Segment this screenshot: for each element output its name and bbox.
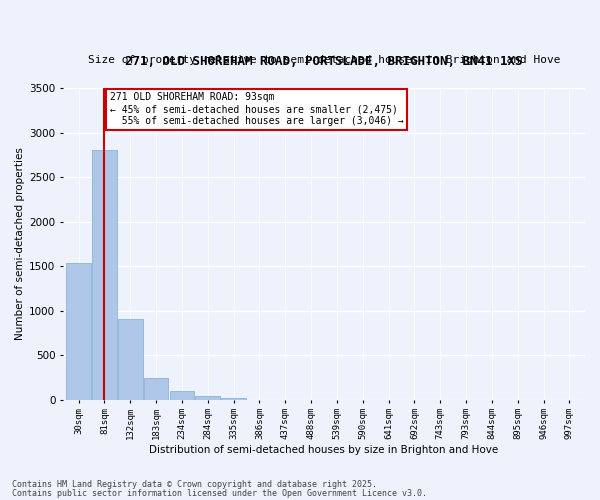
Y-axis label: Number of semi-detached properties: Number of semi-detached properties	[15, 148, 25, 340]
Bar	[92, 150, 116, 400]
Bar	[221, 398, 246, 400]
Text: 271, OLD SHOREHAM ROAD, PORTSLADE, BRIGHTON, BN41 1XS: 271, OLD SHOREHAM ROAD, PORTSLADE, BRIGH…	[125, 55, 523, 68]
Bar	[66, 264, 91, 400]
X-axis label: Distribution of semi-detached houses by size in Brighton and Hove: Distribution of semi-detached houses by …	[149, 445, 499, 455]
Bar	[118, 320, 143, 400]
Title: Size of property relative to semi-detached houses in Brighton and Hove: Size of property relative to semi-detach…	[88, 55, 560, 65]
Bar	[144, 378, 169, 400]
Bar	[170, 391, 194, 400]
Text: Contains HM Land Registry data © Crown copyright and database right 2025.: Contains HM Land Registry data © Crown c…	[12, 480, 377, 489]
Bar	[196, 396, 220, 400]
Text: Contains public sector information licensed under the Open Government Licence v3: Contains public sector information licen…	[12, 488, 427, 498]
Text: 271 OLD SHOREHAM ROAD: 93sqm
← 45% of semi-detached houses are smaller (2,475)
 : 271 OLD SHOREHAM ROAD: 93sqm ← 45% of se…	[110, 92, 403, 126]
